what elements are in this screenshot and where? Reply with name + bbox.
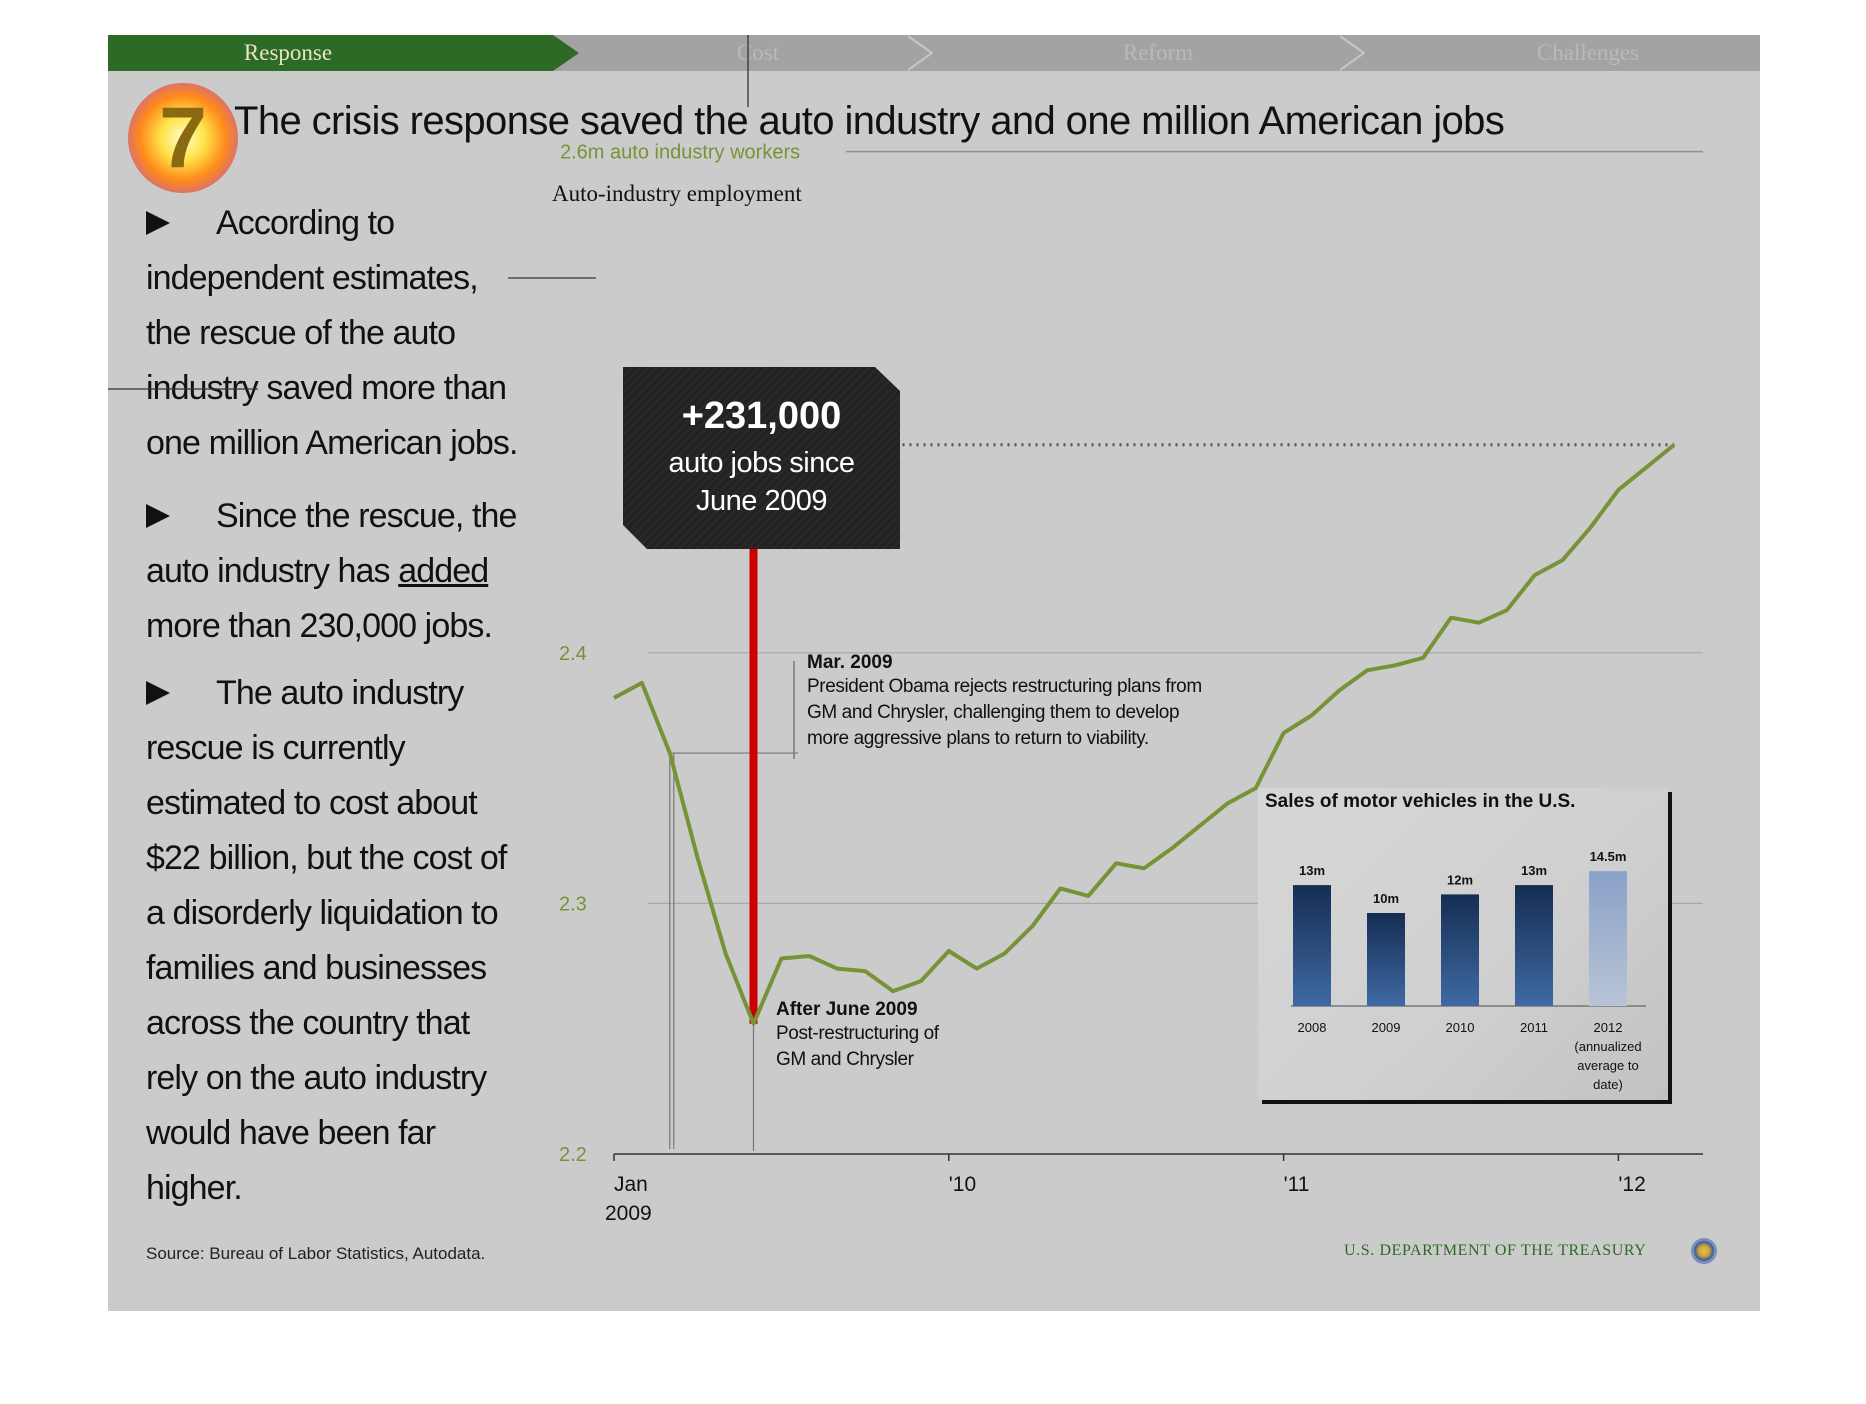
tab-reform[interactable]: Reform [1122, 40, 1194, 65]
annotation-june-2009: After June 2009 Post-restructuring of GM… [776, 999, 939, 1073]
bar-value-label: 12m [1447, 872, 1473, 887]
bar-category-label: 2010 [1446, 1020, 1475, 1035]
treasury-seal-icon [1691, 1238, 1717, 1264]
bar-category-label: 2008 [1298, 1020, 1327, 1035]
y-tick-label: 2.6m auto industry workers [560, 142, 800, 164]
bar-category-label: 2012 [1594, 1020, 1623, 1035]
source-note: Source: Bureau of Labor Statistics, Auto… [146, 1244, 486, 1263]
annotation-line: GM and Chrysler [776, 1049, 914, 1070]
annotation-line: Post-restructuring of [776, 1023, 939, 1044]
annotation-heading: After June 2009 [776, 999, 918, 1020]
x-tick-sublabel: 2009 [605, 1202, 652, 1225]
y-tick-label: 2.2 [559, 1144, 587, 1166]
callout-line-1: auto jobs since [668, 447, 855, 479]
annotation-heading: Mar. 2009 [807, 652, 893, 673]
sales-bar [1293, 885, 1331, 1006]
triangle-bullet-icon [146, 504, 170, 528]
callout-value: +231,000 [681, 395, 842, 437]
bar-category-note: date) [1593, 1077, 1623, 1092]
bar-value-label: 13m [1521, 863, 1547, 878]
x-tick-label: '11 [1284, 1173, 1310, 1196]
y-tick-label: 2.3 [559, 893, 587, 915]
bar-value-label: 13m [1299, 863, 1325, 878]
inset-title: Sales of motor vehicles in the U.S. [1265, 791, 1576, 812]
y-tick-label: 2.4 [559, 643, 587, 665]
bar-category-note: (annualized [1574, 1039, 1641, 1054]
jobs-callout: +231,000 auto jobs since June 2009 [623, 367, 900, 549]
page-title: The crisis response saved the auto indus… [234, 99, 1505, 143]
annotation-line: more aggressive plans to return to viabi… [807, 728, 1149, 749]
tab-cost[interactable]: Cost [736, 40, 780, 65]
sales-inset-chart: Sales of motor vehicles in the U.S. 13m 2… [1258, 788, 1668, 1100]
tab-response[interactable]: Response [243, 40, 333, 65]
chart-title: Auto-industry employment [552, 181, 802, 206]
annotation-line: President Obama rejects restructuring pl… [807, 676, 1202, 697]
bar-category-note: average to [1577, 1058, 1638, 1073]
callout-line-2: June 2009 [696, 485, 827, 517]
bar-value-label: 14.5m [1590, 849, 1627, 864]
bar-category-label: 2011 [1520, 1020, 1548, 1035]
chevron-right-icon [907, 35, 934, 71]
slide-number-badge: 7 [128, 83, 238, 193]
annotation-mar-2009: Mar. 2009 President Obama rejects restru… [807, 652, 1202, 752]
bullet-text-1: According to independent estimates, the … [146, 204, 518, 462]
annotation-line: GM and Chrysler, challenging them to dev… [807, 702, 1180, 723]
sales-bar-chart: 13m 2008 10m 2009 12m 2010 13m 2011 14.5m 2012 (an… [1291, 849, 1646, 1092]
bullet-point-1: According to independent estimates, the … [146, 196, 526, 471]
section-nav: Response Cost Reform Challenges [108, 35, 1760, 71]
bullet-text-3: The auto industry rescue is currently es… [146, 674, 507, 1207]
active-tab-arrow [553, 35, 579, 71]
bullet-point-3: The auto industry rescue is currently es… [146, 666, 526, 1216]
bullet-text-2a: Since the rescue, the auto industry has [146, 497, 517, 590]
sales-bar [1515, 885, 1553, 1006]
x-tick-label: '12 [1618, 1173, 1645, 1196]
bar-category-label: 2009 [1372, 1020, 1401, 1035]
bullet-text-2-emphasis: added [398, 552, 489, 590]
callout-background [623, 367, 900, 549]
bullet-text-2b: more than 230,000 jobs. [146, 607, 493, 645]
chevron-right-icon [1339, 35, 1366, 71]
tab-challenges[interactable]: Challenges [1536, 40, 1640, 65]
bar-value-label: 10m [1373, 891, 1399, 906]
triangle-bullet-icon [146, 211, 170, 235]
sales-bar [1441, 894, 1479, 1006]
sales-bar [1367, 913, 1405, 1006]
active-tab-background [108, 35, 553, 71]
x-tick-label: Jan [614, 1173, 648, 1196]
slide: Response Cost Reform Challenges 7 The cr… [108, 35, 1760, 1311]
treasury-wordmark: U.S. DEPARTMENT OF THE TREASURY [1344, 1242, 1647, 1259]
bullet-point-2: Since the rescue, the auto industry has … [146, 489, 526, 654]
sales-bar [1589, 871, 1627, 1006]
triangle-bullet-icon [146, 681, 170, 705]
x-tick-label: '10 [949, 1173, 976, 1196]
